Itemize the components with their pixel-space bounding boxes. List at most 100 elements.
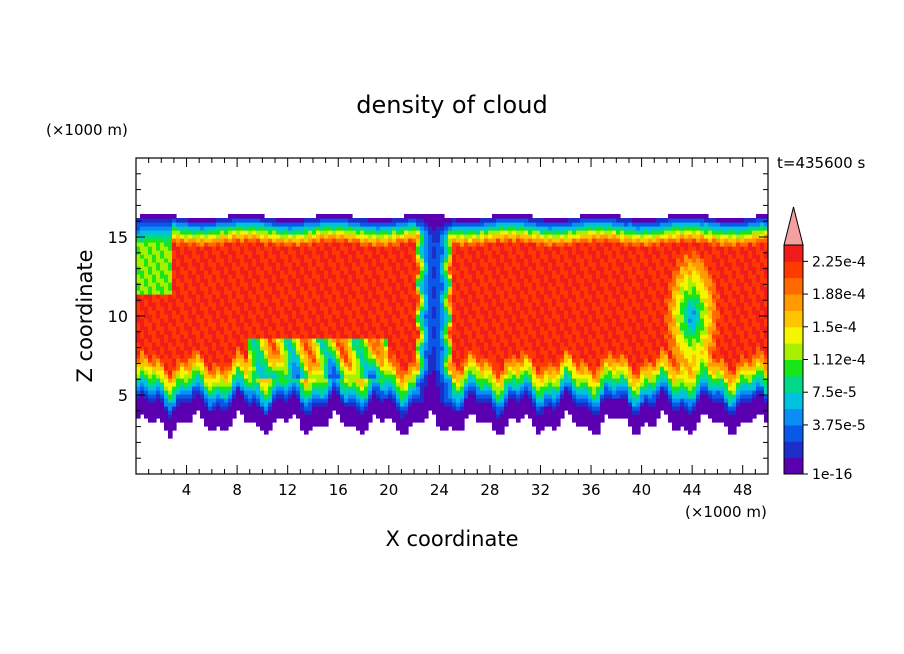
field-cell — [432, 310, 437, 315]
field-cell — [424, 258, 429, 263]
field-cell — [392, 410, 397, 415]
field-cell — [276, 286, 281, 291]
field-cell — [448, 322, 453, 327]
field-cell — [180, 258, 185, 263]
field-cell — [156, 326, 161, 331]
field-cell — [520, 398, 525, 403]
field-cell — [424, 358, 429, 363]
field-cell — [200, 270, 205, 275]
field-cell — [160, 222, 165, 227]
field-cell — [364, 298, 369, 303]
field-cell — [368, 350, 373, 355]
field-cell — [216, 238, 221, 243]
field-cell — [476, 242, 481, 247]
field-cell — [272, 222, 277, 227]
field-cell — [436, 394, 441, 399]
field-cell — [336, 302, 341, 307]
field-cell — [224, 322, 229, 327]
field-cell — [404, 342, 409, 347]
field-cell — [276, 310, 281, 315]
field-cell — [400, 350, 405, 355]
field-cell — [156, 374, 161, 379]
field-cell — [420, 374, 425, 379]
field-cell — [196, 374, 201, 379]
field-cell — [160, 350, 165, 355]
field-cell — [276, 294, 281, 299]
field-cell — [228, 390, 233, 395]
field-cell — [264, 382, 269, 387]
field-cell — [260, 362, 265, 367]
field-cell — [304, 354, 309, 359]
field-cell — [380, 322, 385, 327]
field-cell — [196, 330, 201, 335]
field-cell — [388, 378, 393, 383]
field-cell — [212, 342, 217, 347]
field-cell — [164, 406, 169, 411]
field-cell — [460, 386, 465, 391]
field-cell — [160, 290, 165, 295]
field-cell — [348, 306, 353, 311]
field-cell — [240, 314, 245, 319]
field-cell — [252, 282, 257, 287]
field-cell — [348, 394, 353, 399]
field-cell — [260, 414, 265, 419]
field-cell — [248, 290, 253, 295]
field-cell — [480, 354, 485, 359]
field-cell — [244, 242, 249, 247]
field-cell — [400, 330, 405, 335]
field-cell — [500, 286, 505, 291]
field-cell — [248, 338, 253, 343]
field-cell — [448, 418, 453, 423]
field-cell — [236, 350, 241, 355]
field-cell — [480, 322, 485, 327]
field-cell — [224, 354, 229, 359]
field-cell — [220, 318, 225, 323]
field-cell — [236, 242, 241, 247]
field-cell — [328, 322, 333, 327]
field-cell — [248, 366, 253, 371]
field-cell — [504, 234, 509, 239]
field-cell — [496, 430, 501, 435]
field-cell — [340, 386, 345, 391]
field-cell — [248, 246, 253, 251]
field-cell — [260, 302, 265, 307]
field-cell — [260, 318, 265, 323]
field-cell — [460, 290, 465, 295]
field-cell — [140, 334, 145, 339]
field-cell — [376, 298, 381, 303]
field-cell — [516, 418, 521, 423]
field-cell — [316, 402, 321, 407]
field-cell — [264, 294, 269, 299]
field-cell — [328, 214, 333, 219]
field-cell — [348, 346, 353, 351]
field-cell — [452, 234, 457, 239]
field-cell — [504, 418, 509, 423]
field-cell — [168, 246, 173, 251]
field-cell — [504, 306, 509, 311]
field-cell — [400, 370, 405, 375]
field-cell — [456, 314, 461, 319]
field-cell — [208, 426, 213, 431]
field-cell — [340, 218, 345, 223]
field-cell — [316, 382, 321, 387]
field-cell — [184, 314, 189, 319]
field-cell — [176, 302, 181, 307]
field-cell — [168, 338, 173, 343]
field-cell — [208, 338, 213, 343]
field-cell — [460, 258, 465, 263]
field-cell — [316, 250, 321, 255]
field-cell — [260, 322, 265, 327]
field-cell — [504, 314, 509, 319]
field-cell — [444, 338, 449, 343]
field-cell — [284, 318, 289, 323]
field-cell — [164, 226, 169, 231]
field-cell — [480, 374, 485, 379]
field-cell — [336, 322, 341, 327]
field-cell — [424, 262, 429, 267]
field-cell — [180, 242, 185, 247]
field-cell — [348, 222, 353, 227]
field-cell — [372, 354, 377, 359]
field-cell — [516, 354, 521, 359]
field-cell — [484, 258, 489, 263]
field-cell — [168, 278, 173, 283]
